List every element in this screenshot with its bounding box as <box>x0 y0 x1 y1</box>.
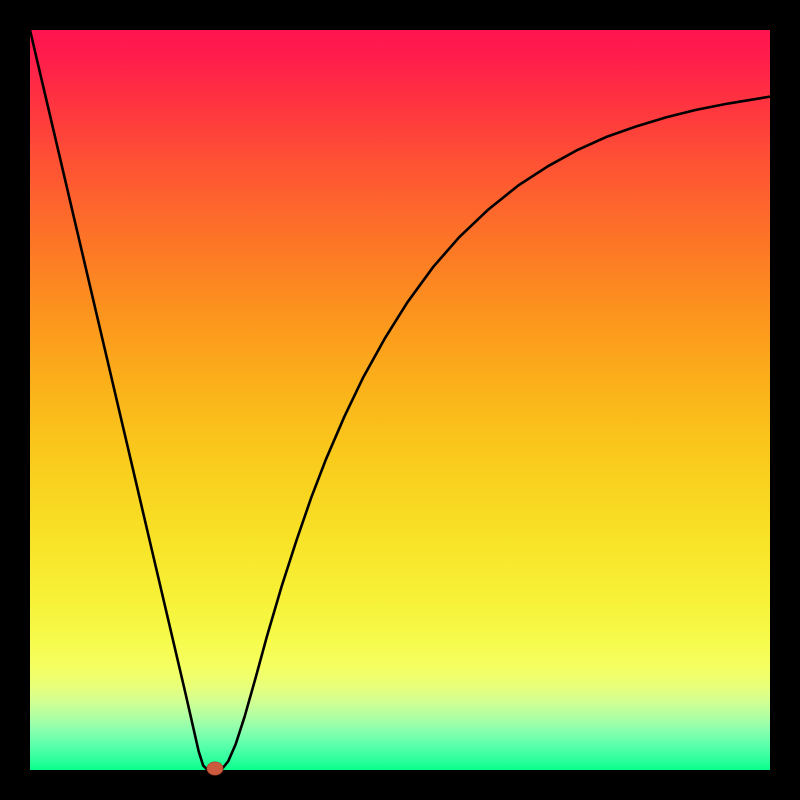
chart-stage: TheBottlenecker.com <box>0 0 800 800</box>
bottleneck-chart <box>0 0 800 800</box>
optimal-marker <box>207 762 223 775</box>
plot-background <box>30 30 770 770</box>
